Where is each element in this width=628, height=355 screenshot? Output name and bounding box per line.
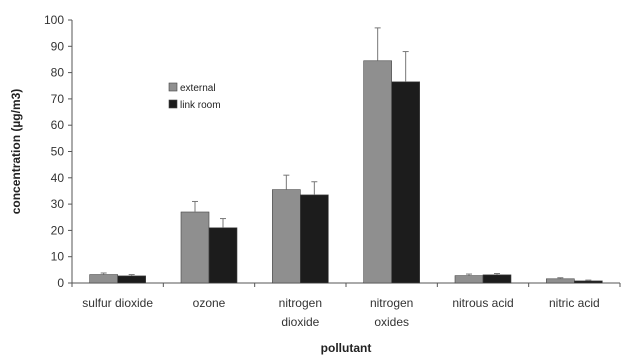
y-tick-label: 90 [51, 39, 65, 53]
y-tick-label: 70 [51, 92, 65, 106]
y-tick-label: 60 [51, 118, 65, 132]
x-tick-label: nitrogen oxides [370, 296, 413, 329]
y-tick-label: 20 [51, 223, 65, 237]
bar [482, 274, 512, 284]
bar [180, 211, 210, 284]
y-tick-label: 0 [57, 276, 64, 290]
bar [300, 194, 329, 284]
x-tick-label: ozone [193, 296, 226, 310]
x-tick-label: sulfur dioxide [82, 296, 153, 310]
y-tick-label: 80 [51, 66, 65, 80]
y-tick-label: 10 [51, 250, 65, 264]
legend-swatch [168, 99, 178, 109]
legend-swatch [168, 82, 178, 92]
bar [454, 275, 484, 284]
x-tick-label: nitrogen dioxide [279, 296, 322, 329]
bar [391, 81, 420, 284]
x-tick-label: nitric acid [549, 296, 600, 310]
legend-label: external [180, 83, 216, 94]
bar [208, 227, 238, 284]
bar [363, 60, 392, 284]
legend-label: link room [180, 100, 221, 111]
y-tick-label: 30 [51, 197, 65, 211]
plot-area: 0 10 20 30 40 50 60 70 80 90 100 sulfur dioxide ozon… [44, 13, 621, 329]
x-axis-title: pollutant [321, 341, 372, 355]
bar [117, 275, 146, 284]
y-tick-label: 50 [51, 145, 65, 159]
y-axis-title: concentration (µg/m3) [9, 89, 23, 215]
y-tick-label: 100 [44, 13, 64, 27]
bar [546, 278, 575, 284]
bar [272, 189, 301, 284]
bar [89, 274, 118, 284]
x-tick-label: nitrous acid [452, 296, 513, 310]
bar [574, 280, 603, 284]
y-tick-label: 40 [51, 171, 65, 185]
